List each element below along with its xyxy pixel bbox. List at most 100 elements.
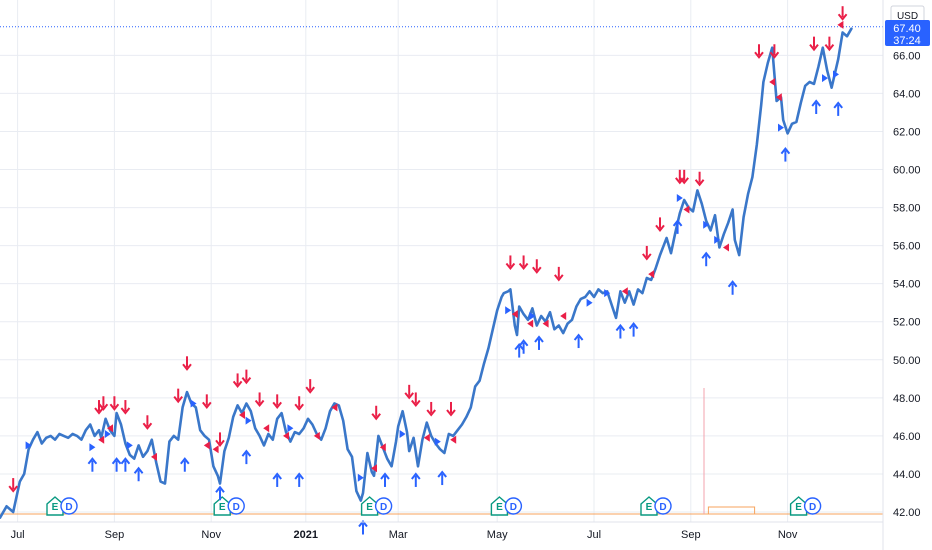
earnings-label: E (219, 502, 226, 513)
buy-triangle (89, 443, 96, 452)
dividend-marker[interactable] (803, 497, 822, 515)
dividend-label: D (65, 502, 72, 513)
buy-arrow (380, 472, 390, 487)
dividend-marker[interactable] (504, 497, 523, 515)
current-price-label: 67.40 37:24 (885, 20, 930, 47)
sell-triangle (648, 270, 655, 279)
buy-arrow (534, 335, 544, 350)
time-axis[interactable]: Jul Sep Nov 2021 Mar May Jul Sep Nov (11, 529, 798, 541)
sell-arrow (173, 388, 183, 404)
buy-arrow (87, 457, 98, 472)
buy-arrow (437, 470, 447, 486)
sell-arrow (769, 44, 780, 59)
buy-arrow (180, 457, 190, 472)
buy-arrow (215, 485, 225, 501)
volume-block (707, 506, 756, 515)
buy-triangle (822, 74, 828, 83)
sell-arrow (694, 171, 705, 187)
dividend-marker[interactable] (60, 497, 78, 515)
y-tick-label: 44.00 (893, 469, 921, 481)
buy-arrow (628, 322, 639, 337)
sell-arrow (426, 401, 436, 417)
dividend-marker[interactable] (227, 497, 245, 515)
sell-arrow (679, 169, 689, 185)
y-tick-label: 52.00 (893, 317, 921, 329)
signal-markers (8, 6, 848, 535)
sell-triangle (263, 424, 270, 433)
y-tick-label: 58.00 (893, 203, 921, 215)
sell-arrow (809, 36, 819, 52)
sell-triangle (151, 452, 157, 461)
buy-arrow (701, 251, 711, 267)
price-line (0, 27, 853, 520)
sell-triangle (203, 441, 210, 450)
earnings-label: E (646, 502, 653, 513)
currency-label: USD (897, 11, 918, 22)
buy-triangle (190, 399, 197, 408)
buy-arrow (518, 339, 529, 354)
dividend-label: D (380, 502, 387, 513)
earnings-label: E (366, 502, 373, 513)
buy-arrow (411, 472, 421, 487)
dividend-label: D (659, 502, 666, 513)
x-tick-label: Mar (389, 529, 408, 541)
buy-triangle (245, 416, 252, 425)
sell-arrow (98, 396, 109, 411)
sell-arrow (642, 245, 652, 261)
sell-triangle (283, 431, 289, 440)
sell-arrow (754, 44, 764, 59)
sell-triangle (212, 445, 219, 454)
x-tick-label: Nov (778, 529, 798, 541)
earnings-label: E (496, 502, 503, 513)
dividend-marker[interactable] (654, 497, 672, 515)
price-series (0, 27, 853, 520)
buy-arrow (241, 449, 252, 465)
sell-arrow (241, 369, 252, 385)
buy-arrow (727, 280, 738, 295)
sell-triangle (542, 319, 549, 328)
y-tick-label: 46.00 (893, 431, 921, 443)
sell-arrow (215, 432, 225, 448)
sell-arrow (8, 478, 18, 493)
buy-triangle (287, 424, 294, 433)
y-tick-label: 48.00 (893, 393, 921, 405)
dividend-marker[interactable] (374, 497, 393, 515)
volume-bars (0, 388, 883, 515)
sell-arrow (371, 405, 381, 421)
sell-triangle (527, 319, 534, 328)
sell-arrow (202, 394, 212, 409)
sell-triangle (450, 435, 457, 444)
sell-arrow (182, 356, 192, 371)
buy-arrow (133, 466, 144, 482)
sell-arrow (532, 259, 542, 274)
buy-triangle (586, 298, 593, 307)
sell-arrow (272, 394, 282, 409)
buy-triangle (434, 437, 441, 446)
buy-triangle (529, 312, 536, 321)
dividend-label: D (233, 502, 240, 513)
sell-arrow (305, 379, 315, 394)
sell-arrow (120, 400, 131, 415)
sell-arrow (94, 400, 104, 415)
buy-arrow (294, 472, 304, 487)
sell-triangle (560, 312, 567, 321)
sell-arrow (505, 255, 516, 271)
sell-arrow (404, 384, 414, 400)
buy-arrow (573, 333, 584, 349)
y-tick-label: 56.00 (893, 241, 921, 253)
buy-arrow (514, 342, 524, 358)
buy-arrow (672, 219, 683, 234)
buy-arrow (272, 472, 282, 487)
price-axis[interactable]: 42.00 44.00 46.00 48.00 50.00 52.00 54.00 56.00… (893, 50, 921, 519)
buy-arrow (811, 99, 821, 115)
sell-arrow (411, 392, 421, 408)
sell-triangle (239, 410, 245, 419)
